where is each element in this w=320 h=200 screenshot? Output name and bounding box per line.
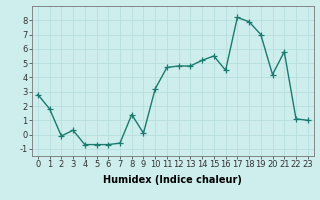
X-axis label: Humidex (Indice chaleur): Humidex (Indice chaleur) xyxy=(103,175,242,185)
